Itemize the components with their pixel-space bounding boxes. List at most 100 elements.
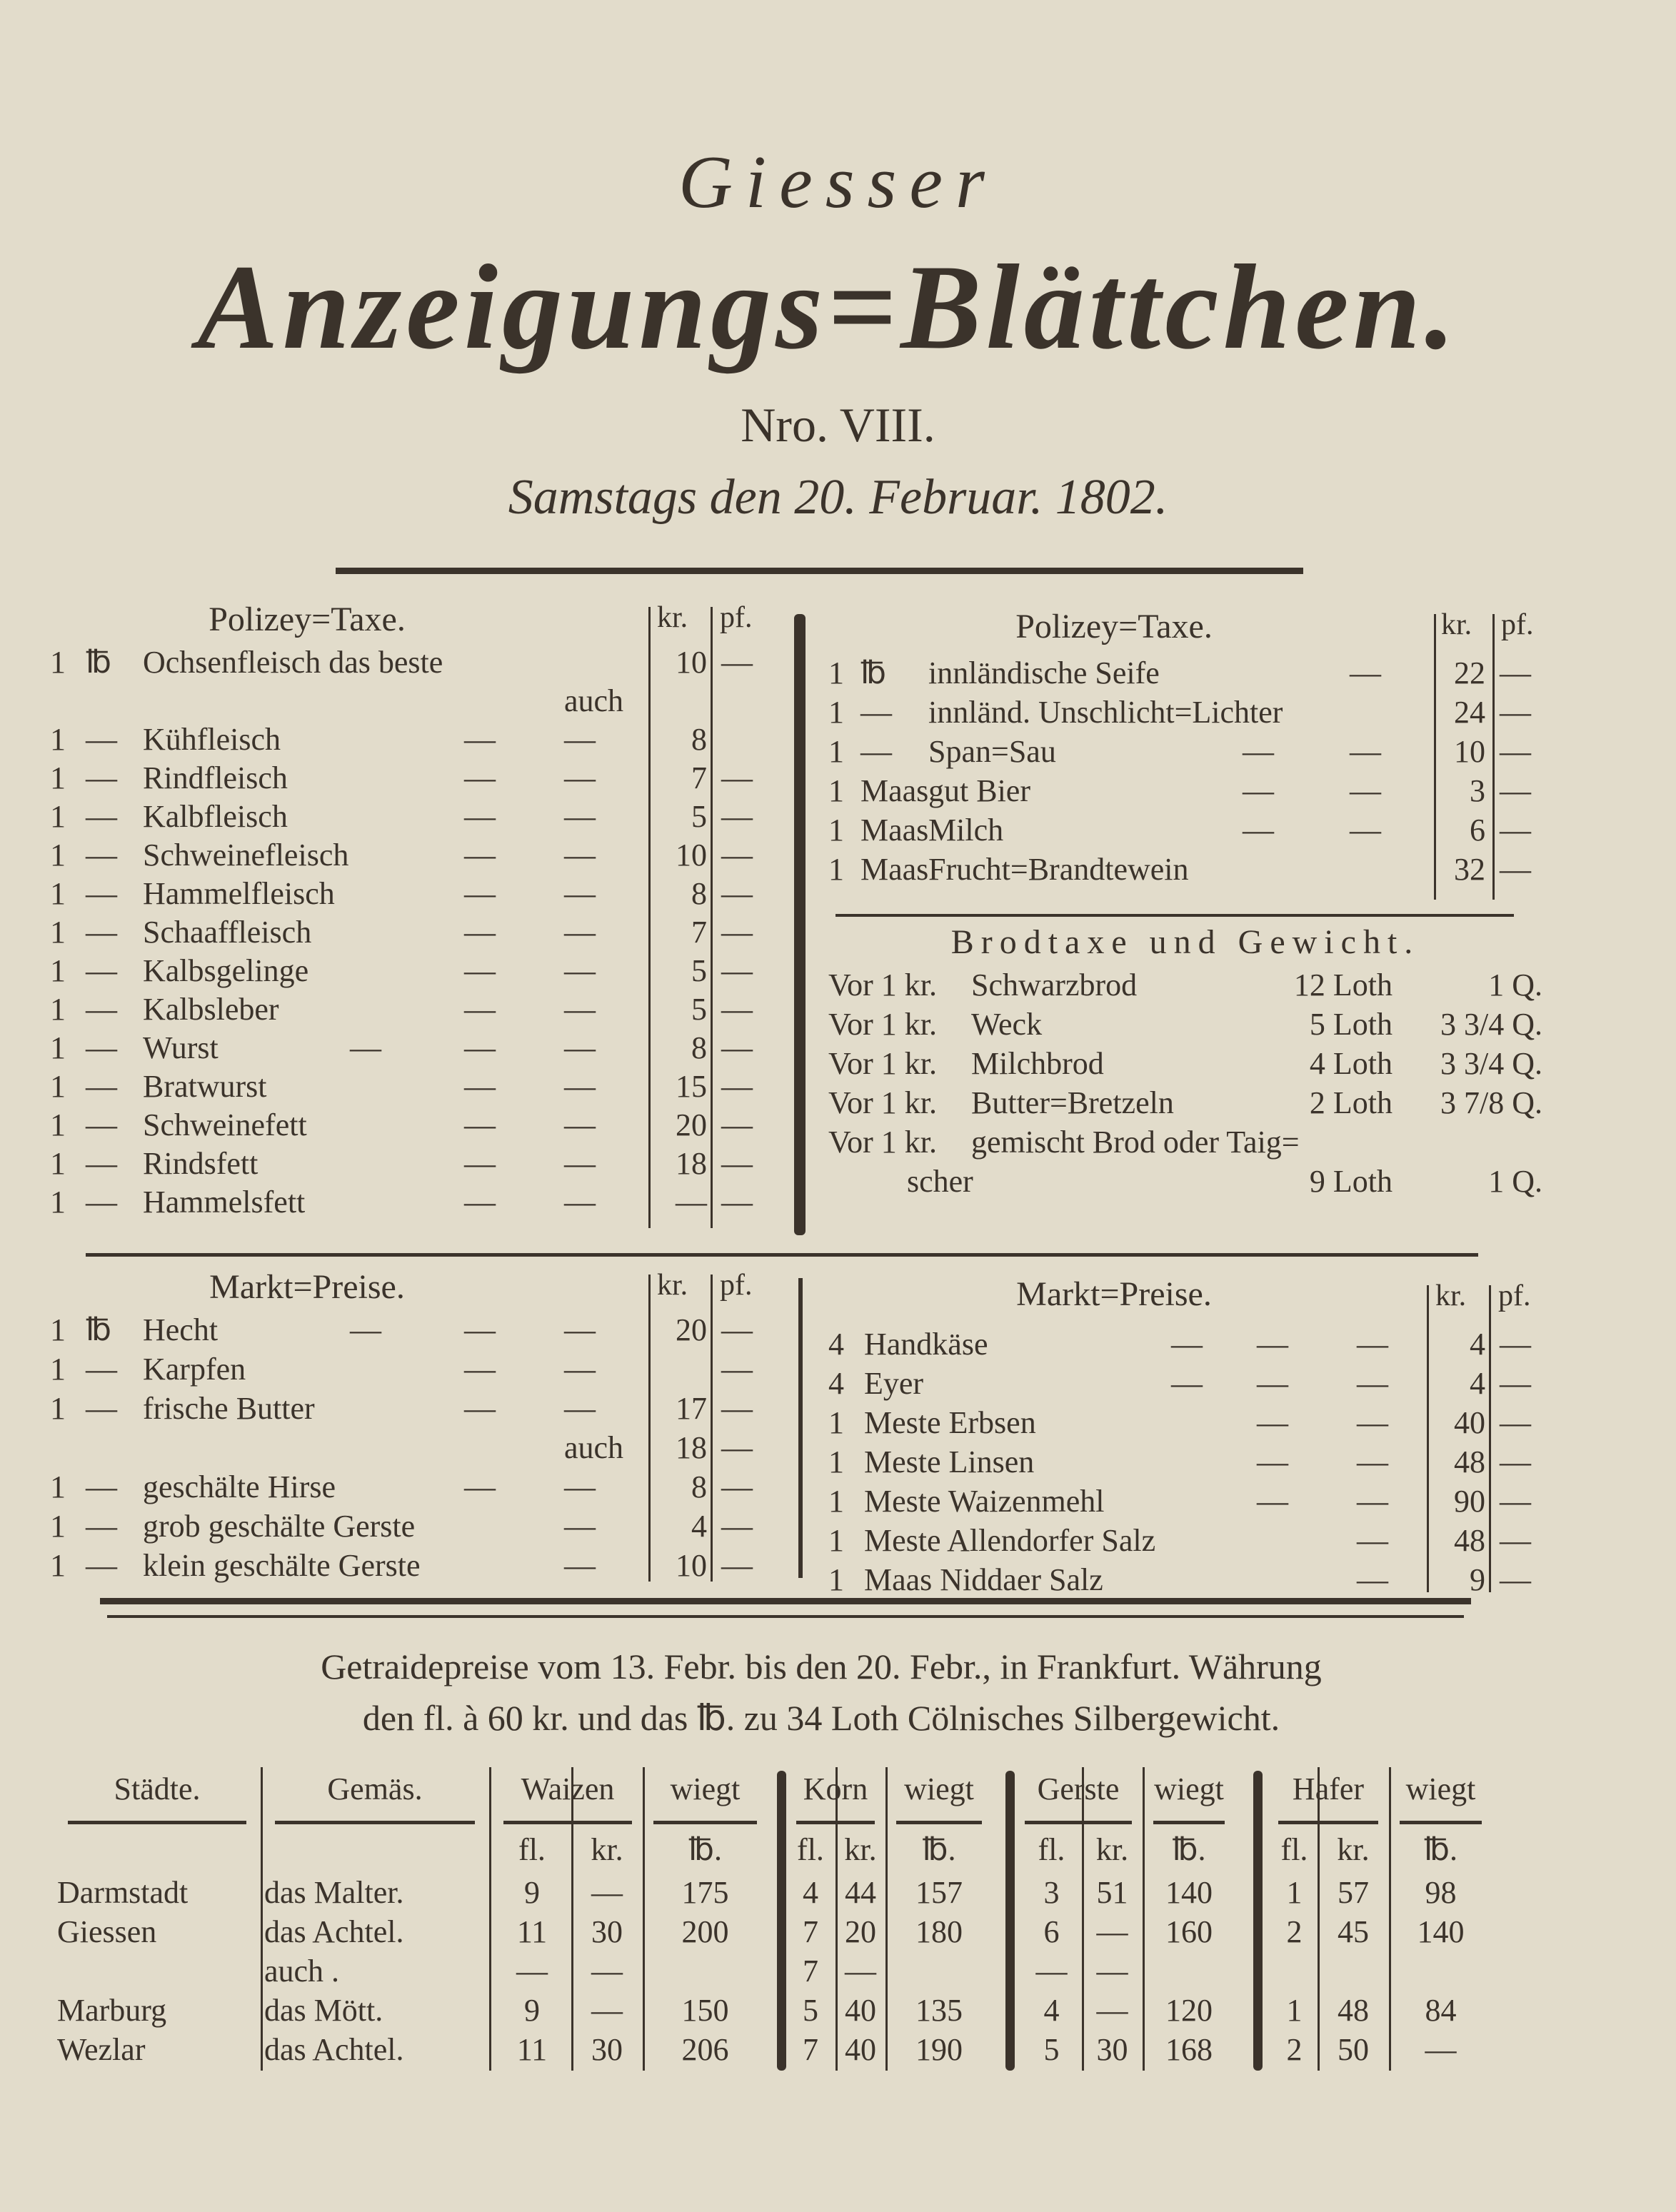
quantity: 1 [50,760,66,795]
table-header: Städte. [114,1771,201,1806]
dash: — [464,1469,496,1504]
unit: — [86,760,117,795]
item-name: Kühfleisch [143,722,281,757]
unit: — [86,1030,117,1065]
table-cell: — [1425,2032,1457,2067]
dash: — [1350,734,1381,769]
header-underline [796,1821,875,1824]
price-pf: — [721,1069,753,1104]
table-header: Gerste [1037,1771,1120,1806]
masthead-title-small: Giesser [678,140,998,223]
price-pf: — [721,1312,753,1347]
dash: — [464,1069,496,1104]
dash: — [464,1185,496,1220]
dash: — [464,1312,496,1347]
section-divider [798,1278,803,1578]
dash: — [1350,773,1381,808]
item-name: innländ. Unschlicht=Lichter [928,695,1283,730]
price-kr: 22 [1454,655,1485,690]
dash: — [564,876,596,911]
column-divider [711,607,713,1228]
price-kr: 40 [1454,1405,1485,1440]
table-cell: — [845,1954,876,1989]
price-pf: — [1500,1405,1531,1440]
dash: — [564,1352,596,1387]
price-row: 1 ℔ Ochsenfleisch das beste 10 — [50,643,793,682]
dash: — [564,838,596,873]
item-name: Meste Waizenmehl [864,1484,1105,1519]
table-cell: 6 [1043,1914,1060,1949]
price-row: 1 Maas gut Bier — — 3 — [828,771,1557,810]
bread-item: Weck [971,1007,1043,1042]
dash: — [464,953,496,988]
item-name: Eyer [864,1366,924,1401]
weight-quentchen: 1 Q. [1488,967,1542,1002]
table-cell: 168 [1165,2032,1213,2067]
column-divider [1489,1285,1491,1592]
price-pf: — [721,1469,753,1504]
quantity: 1 [50,1069,66,1104]
price-kr: 24 [1454,695,1485,730]
price-pf: — [721,1107,753,1142]
price-row: 1 — Kühfleisch — — 8 [50,720,793,759]
price-row: 1 — Kalbfleisch — — 5 — [50,797,793,836]
column-divider [1492,614,1495,900]
item-name: Kalbfleisch [143,799,288,834]
price-kr: 4 [691,1509,707,1544]
price-kr: 3 [1470,773,1485,808]
column-divider [648,607,651,1228]
price-row: 1 ℔ Hecht — — — 20 — [50,1310,793,1349]
table-cell: 3 [1043,1875,1060,1910]
weight-quentchen: 3 3/4 Q. [1440,1007,1542,1042]
unit: — [86,799,117,834]
table-cell: 11 [516,1914,548,1949]
table-cell: — [591,1993,623,2028]
table-header: Waizen [521,1771,615,1806]
table-cell: 140 [1417,1914,1465,1949]
price-row: 1 — Schaaffleisch — — 7 — [50,913,793,952]
dash: — [1257,1484,1288,1519]
item-name: Karpfen [143,1352,246,1387]
unit: — [86,1469,117,1504]
table-header: wiegt [1405,1771,1476,1806]
quantity: 1 [828,1484,844,1519]
item-name: Span=Sau [928,734,1056,769]
quantity: 1 [50,1548,66,1583]
unit: — [86,1548,117,1583]
dash: — [564,1312,596,1347]
price-kr: 48 [1454,1444,1485,1479]
section-divider [1253,1771,1263,2071]
unit: — [86,722,117,757]
price-kr: 4 [1470,1366,1485,1401]
price-pf: — [721,645,753,680]
section-divider [777,1771,786,2071]
table-subheader: fl. [1038,1832,1065,1867]
price-row: 1 — innländ. Unschlicht=Lichter 24 — [828,693,1557,732]
price-row: 1 — Karpfen — — — [50,1349,793,1389]
unit: Maas [860,813,929,848]
table-cell: 44 [845,1875,876,1910]
price-row: 1 — Hammelfleisch — — 8 — [50,874,793,913]
price-pf: — [1500,1484,1531,1519]
price-kr: 17 [676,1391,707,1426]
dash: — [564,1030,596,1065]
price-row: 1 — Span=Sau — — 10 — [828,732,1557,771]
bread-item: Butter=Bretzeln [971,1085,1174,1120]
unit: — [86,1146,117,1181]
table-cell: 4 [1043,1993,1060,2028]
header-underline [653,1821,757,1824]
item-name: geschälte Hirse [143,1469,336,1504]
table-subheader: ℔. [1172,1832,1206,1867]
table-cell: — [1035,1954,1068,1989]
header-underline [68,1821,246,1824]
price-kr: 8 [691,876,707,911]
price-kr: 6 [1470,813,1485,848]
header-underline [1400,1821,1482,1824]
weight-loth: 5 Loth [1309,1007,1393,1042]
table-cell: 9 [524,1993,540,2028]
item-name: Frucht=Brandtewein [928,852,1189,887]
quantity: 1 [50,876,66,911]
table-cell: 157 [915,1875,963,1910]
quantity: 1 [828,655,844,690]
price-row: 1 — Kalbsgelinge — — 5 — [50,951,793,990]
